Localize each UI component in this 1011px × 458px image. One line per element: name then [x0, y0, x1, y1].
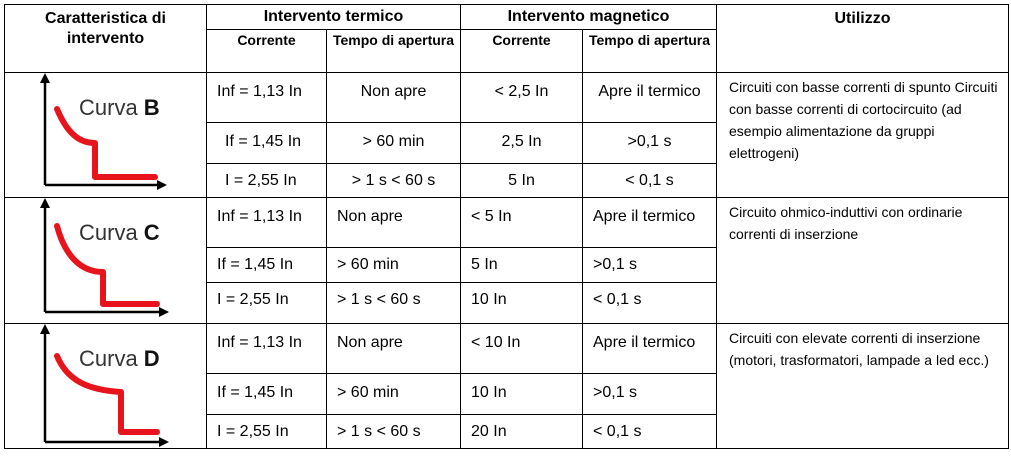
- cell: Non apre: [326, 197, 461, 248]
- cell: 10 In: [460, 282, 583, 324]
- cell: Apre il termico: [582, 197, 717, 248]
- header-thermal: Intervento termico: [206, 4, 461, 30]
- cell: > 1 s < 60 s: [326, 163, 461, 198]
- use-description: Circuiti con basse correnti di spunto Ci…: [716, 72, 1009, 198]
- use-description: Circuito ohmico-induttivi con ordinarie …: [716, 197, 1009, 324]
- curve-d-chart-icon: [40, 324, 169, 447]
- curve-c-chart-icon: [40, 198, 169, 317]
- cell: < 2,5 In: [460, 72, 583, 123]
- cell: I = 2,55 In: [206, 163, 327, 198]
- curve-b-chart-icon: [40, 73, 167, 190]
- cell: >0,1 s: [582, 122, 717, 164]
- table-row: If = 1,45 In > 60 min 2,5 In >0,1 s: [5, 122, 1009, 164]
- subheader-magnetic-time: Tempo di apertura: [582, 29, 717, 73]
- cell: Inf = 1,13 In: [206, 197, 327, 248]
- curve-d-label: Curva D: [79, 346, 160, 371]
- cell: 5 In: [460, 163, 583, 198]
- cell: 10 In: [460, 373, 583, 415]
- header-use: Utilizzo: [716, 4, 1009, 73]
- cell: >0,1 s: [582, 247, 717, 283]
- cell: Non apre: [326, 323, 461, 374]
- cell: If = 1,45 In: [206, 122, 327, 164]
- header-magnetic: Intervento magnetico: [460, 4, 717, 30]
- curve-d-graph: Curva D: [4, 323, 207, 449]
- cell: > 60 min: [326, 373, 461, 415]
- subheader-magnetic-current: Corrente: [460, 29, 583, 73]
- cell: > 1 s < 60 s: [326, 282, 461, 324]
- table-row: I = 2,55 In > 1 s < 60 s 20 In < 0,1 s: [5, 414, 1009, 449]
- cell: < 0,1 s: [582, 282, 717, 324]
- use-description: Circuiti con elevate correnti di inserzi…: [716, 323, 1009, 449]
- table-row: Curva D Inf = 1,13 In Non apre < 10 In A…: [4, 323, 1009, 449]
- cell: Inf = 1,13 In: [206, 323, 327, 374]
- cell: < 5 In: [460, 197, 583, 248]
- cell: >0,1 s: [582, 373, 717, 415]
- subheader-thermal-time: Tempo di apertura: [326, 29, 461, 73]
- cell: > 60 min: [326, 247, 461, 283]
- curve-c-label: Curva C: [79, 220, 160, 245]
- cell: If = 1,45 In: [206, 247, 327, 283]
- cell: If = 1,45 In: [206, 373, 327, 415]
- table-row: If = 1,45 In > 60 min 10 In >0,1 s: [5, 373, 1009, 415]
- breaker-curves-table: Caratteristica di intervento Intervento …: [4, 4, 1009, 449]
- cell: I = 2,55 In: [206, 414, 327, 449]
- table-row: Curva B Inf = 1,13 In Non apre < 2,5 In …: [4, 72, 1009, 198]
- cell: Non apre: [326, 72, 461, 123]
- cell: I = 2,55 In: [206, 282, 327, 324]
- cell: > 1 s < 60 s: [326, 414, 461, 449]
- table-row: Curva C Inf = 1,13 In Non apre < 5 In Ap…: [4, 197, 1009, 324]
- cell: Apre il termico: [582, 323, 717, 374]
- header-characteristic: Caratteristica di intervento: [4, 4, 207, 73]
- curve-b-label: Curva B: [79, 95, 160, 120]
- cell: 20 In: [460, 414, 583, 449]
- cell: < 0,1 s: [582, 163, 717, 198]
- cell: < 10 In: [460, 323, 583, 374]
- curve-c-graph: Curva C: [4, 197, 207, 324]
- table-row: If = 1,45 In > 60 min 5 In >0,1 s: [5, 247, 1009, 283]
- cell: < 0,1 s: [582, 414, 717, 449]
- subheader-thermal-current: Corrente: [206, 29, 327, 73]
- curve-b-graph: Curva B: [4, 72, 207, 198]
- cell: > 60 min: [326, 122, 461, 164]
- cell: 5 In: [460, 247, 583, 283]
- cell: Apre il termico: [582, 72, 717, 123]
- cell: 2,5 In: [460, 122, 583, 164]
- cell: Inf = 1,13 In: [206, 72, 327, 123]
